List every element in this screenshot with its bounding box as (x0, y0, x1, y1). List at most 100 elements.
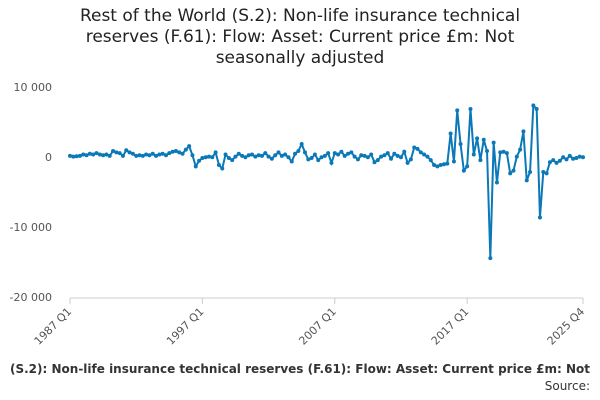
y-tick-label: -20 000 (10, 291, 52, 304)
point (329, 160, 334, 165)
point (101, 153, 106, 158)
point (471, 152, 476, 157)
point (544, 171, 549, 176)
point (230, 158, 235, 163)
point (302, 150, 307, 155)
point (207, 154, 212, 159)
point (395, 153, 400, 158)
point (299, 142, 304, 146)
point (312, 152, 317, 157)
point (117, 151, 122, 156)
point (571, 156, 576, 161)
point (213, 150, 218, 155)
point (554, 160, 559, 165)
point (365, 155, 370, 160)
point (130, 151, 135, 156)
point (269, 156, 274, 161)
point (561, 155, 566, 160)
point (415, 146, 420, 151)
point (428, 158, 433, 163)
point (81, 152, 86, 157)
point (372, 160, 377, 165)
point (173, 149, 178, 153)
point (445, 161, 450, 166)
point (524, 178, 529, 183)
point (97, 152, 102, 157)
point (190, 153, 195, 158)
point (134, 153, 139, 158)
point (286, 155, 291, 160)
point (537, 215, 542, 220)
point (319, 155, 324, 160)
point (574, 156, 579, 160)
point (375, 158, 380, 163)
point (511, 168, 516, 173)
point (352, 154, 357, 159)
point (263, 151, 268, 156)
point (114, 150, 119, 155)
point (276, 150, 281, 155)
point (412, 145, 417, 150)
point (408, 157, 413, 162)
point (87, 151, 92, 156)
point (210, 155, 215, 160)
point (339, 149, 344, 154)
point (425, 154, 430, 159)
point (163, 153, 168, 158)
point (418, 150, 423, 155)
point (160, 151, 165, 156)
point (534, 107, 539, 111)
point (342, 153, 347, 158)
legend-entry: (S.2): Non-life insurance technical rese… (10, 362, 590, 376)
point (468, 107, 473, 111)
point (438, 163, 443, 167)
point (293, 151, 298, 156)
point (392, 151, 397, 156)
x-tick-label: 2007 Q1 (296, 305, 339, 348)
point (283, 152, 288, 157)
point (150, 151, 155, 156)
point (84, 153, 89, 158)
point (359, 153, 364, 158)
point (481, 137, 486, 142)
point (349, 150, 354, 155)
point (451, 159, 456, 164)
point (240, 153, 245, 158)
point (385, 151, 390, 156)
point (494, 180, 499, 185)
point (137, 153, 142, 158)
point (233, 154, 238, 159)
point (362, 153, 367, 158)
point (458, 142, 463, 146)
point (77, 153, 82, 158)
point (236, 151, 241, 156)
point (475, 136, 480, 141)
point (465, 164, 470, 169)
point (279, 153, 284, 158)
point (326, 151, 331, 156)
point (528, 170, 533, 174)
point (355, 157, 360, 162)
point (74, 154, 79, 159)
point (200, 156, 205, 160)
y-tick-label: 0 (45, 151, 52, 164)
line (69, 103, 584, 259)
point (541, 170, 546, 174)
point (94, 151, 99, 156)
x-tick-label: 2017 Q1 (429, 305, 472, 348)
point (253, 154, 258, 159)
point (167, 151, 172, 156)
point (531, 103, 536, 108)
point (398, 155, 403, 160)
source-label: Source: (544, 379, 590, 393)
chart-title: Rest of the World (S.2): Non-life insura… (79, 6, 521, 68)
point (564, 157, 569, 162)
point (389, 156, 394, 161)
point (289, 159, 294, 164)
point (402, 149, 407, 154)
point (508, 171, 513, 176)
point (485, 149, 490, 153)
point (183, 147, 188, 152)
